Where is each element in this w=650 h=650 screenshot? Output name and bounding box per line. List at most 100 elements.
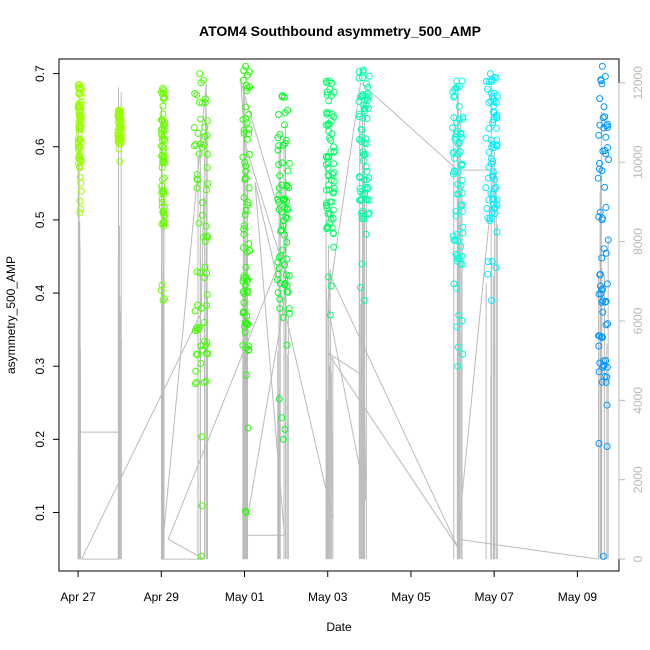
line-segment — [160, 82, 207, 560]
data-point — [484, 258, 492, 266]
data-point — [458, 176, 466, 184]
data-point — [329, 215, 337, 223]
data-point — [328, 198, 336, 206]
data-point — [363, 183, 371, 191]
data-point — [158, 281, 166, 289]
y2-tick-label: 2000 — [631, 466, 645, 493]
data-point — [240, 129, 248, 137]
data-point — [326, 186, 334, 194]
data-point — [450, 85, 458, 93]
data-point — [274, 289, 282, 297]
data-point — [195, 323, 203, 331]
data-point — [244, 424, 252, 432]
x-tick-label: May 05 — [391, 590, 431, 604]
data-point — [598, 254, 606, 262]
data-point — [241, 323, 249, 331]
data-point — [203, 232, 211, 240]
data-point — [240, 222, 248, 230]
data-point — [359, 66, 367, 74]
y-axis-right: 0 2000 4000 6000 8000 10000 12000 — [618, 66, 645, 562]
data-point — [192, 367, 200, 375]
data-point — [596, 282, 604, 290]
line-segment — [327, 352, 365, 377]
data-point — [355, 68, 363, 76]
data-point — [329, 170, 337, 178]
data-point — [198, 143, 206, 151]
data-point — [602, 150, 610, 158]
data-point — [457, 242, 465, 250]
y-tick-label: 0.6 — [33, 138, 47, 155]
data-point — [159, 159, 167, 167]
x-tick-label: Apr 27 — [60, 590, 96, 604]
data-point — [602, 249, 610, 257]
data-point — [365, 209, 373, 217]
data-point — [492, 74, 500, 82]
data-point — [203, 131, 211, 139]
data-point — [241, 211, 249, 219]
data-point — [322, 160, 330, 168]
data-point — [196, 70, 204, 78]
y2-tick-label: 12000 — [631, 66, 645, 100]
data-point — [324, 273, 332, 281]
data-point — [491, 185, 499, 193]
data-point — [323, 88, 331, 96]
data-point — [485, 196, 493, 204]
data-point — [600, 124, 608, 132]
data-point — [117, 126, 125, 134]
data-point — [196, 268, 204, 276]
data-point — [492, 264, 500, 272]
data-point — [159, 84, 167, 92]
data-point — [598, 80, 606, 88]
data-point — [602, 297, 610, 305]
data-point — [482, 134, 490, 142]
data-point — [275, 395, 283, 403]
data-point — [201, 274, 209, 282]
data-point — [161, 212, 169, 220]
data-point — [358, 133, 366, 141]
y2-tick-label: 4000 — [631, 387, 645, 414]
plot-frame — [58, 58, 620, 572]
data-point — [457, 181, 465, 189]
data-point — [245, 184, 253, 192]
data-point — [324, 210, 332, 218]
data-point — [600, 361, 608, 369]
data-point — [159, 110, 167, 118]
data-point — [453, 77, 461, 85]
data-point — [452, 207, 460, 215]
line-segment — [329, 273, 459, 548]
data-point — [192, 140, 200, 148]
data-point — [601, 372, 609, 380]
data-point — [243, 82, 251, 90]
data-point — [74, 140, 82, 148]
data-point — [360, 296, 368, 304]
data-point — [605, 156, 613, 164]
data-point — [77, 179, 85, 187]
y-tick-label: 0.2 — [33, 431, 47, 448]
data-point — [158, 195, 166, 203]
data-point — [194, 129, 202, 137]
data-point — [204, 233, 212, 241]
data-point — [197, 115, 205, 123]
data-point — [595, 440, 603, 448]
data-point — [193, 378, 201, 386]
data-point — [190, 142, 198, 150]
data-point — [240, 126, 248, 134]
data-point — [198, 99, 206, 107]
data-point — [285, 272, 293, 280]
data-point — [160, 93, 168, 101]
data-point — [485, 148, 493, 156]
data-point — [596, 270, 604, 278]
data-point — [458, 189, 466, 197]
y-tick-label: 0.1 — [33, 504, 47, 521]
data-point — [449, 124, 457, 132]
data-point — [159, 133, 167, 141]
data-point — [160, 295, 168, 303]
data-point — [160, 125, 168, 133]
data-point — [451, 154, 459, 162]
line-segment — [81, 312, 202, 560]
data-point — [202, 377, 210, 385]
y2-tick-label: 0 — [631, 555, 645, 562]
data-point — [485, 163, 493, 171]
data-point — [160, 203, 168, 211]
